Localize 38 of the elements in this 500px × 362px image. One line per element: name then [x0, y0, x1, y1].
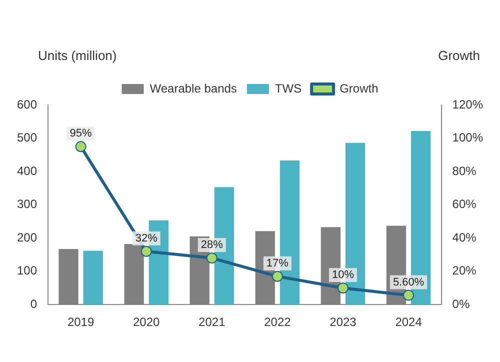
- data-label: 10%: [332, 269, 354, 281]
- point: [75, 141, 86, 152]
- data-label: 5.60%: [392, 276, 424, 288]
- data-label: 95%: [70, 128, 92, 140]
- point: [140, 246, 152, 257]
- y-tick-label: 600: [16, 97, 38, 112]
- legend-label: Wearable bands: [150, 81, 237, 96]
- y-tick-label: 300: [16, 197, 38, 212]
- point: [206, 252, 218, 264]
- y2-tick-label: 120%: [452, 97, 484, 112]
- x-tick-label: 2020: [132, 315, 160, 330]
- data-label: 28%: [200, 239, 224, 252]
- x-tick-label: 2021: [198, 315, 226, 330]
- y-tick-label: 200: [16, 230, 38, 244]
- y2-tick-label: 100%: [452, 130, 484, 145]
- y2-axis-title: Growth: [438, 48, 480, 63]
- data-label: 17%: [266, 257, 289, 270]
- y2-tick-label: 20%: [452, 264, 477, 278]
- y-tick-label: 0: [30, 296, 38, 311]
- y-axis-title: Units (million): [38, 48, 117, 63]
- x-tick-label: 2022: [264, 315, 292, 330]
- y2-tick-label: 60%: [452, 197, 477, 212]
- x-tick-label: 2023: [330, 315, 357, 330]
- legend-label: Growth: [340, 81, 378, 96]
- x-tick-label: 2019: [67, 315, 94, 330]
- point: [272, 270, 283, 282]
- point: [403, 290, 414, 301]
- y-tick-label: 100: [16, 264, 38, 278]
- point: [337, 282, 348, 294]
- y-tick-label: 500: [16, 130, 38, 145]
- y2-tick-label: 40%: [452, 230, 477, 244]
- y2-tick-label: 0%: [452, 296, 470, 311]
- y2-tick-label: 80%: [452, 164, 477, 178]
- y-tick-label: 400: [16, 164, 38, 178]
- data-label: 32%: [135, 232, 158, 244]
- bar: [83, 250, 103, 305]
- x-tick-label: 2024: [395, 315, 422, 330]
- legend-label: TWS: [274, 81, 302, 96]
